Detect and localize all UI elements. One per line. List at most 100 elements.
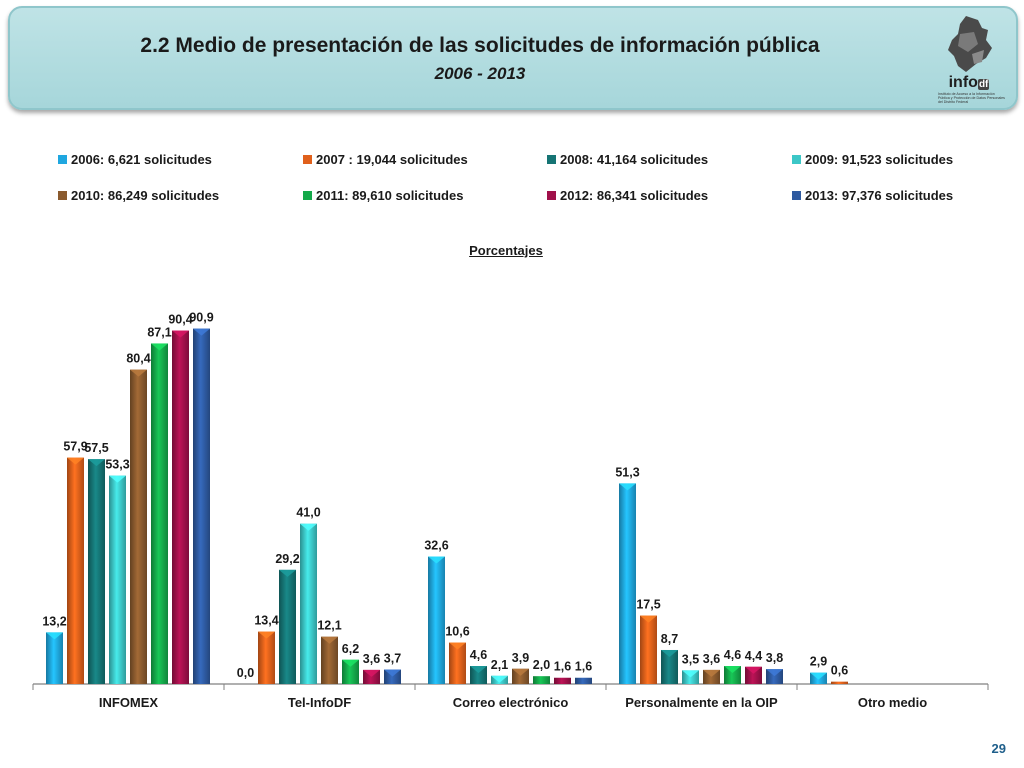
bar <box>533 676 550 684</box>
bar <box>428 556 445 684</box>
data-label: 4,6 <box>470 648 487 662</box>
legend-item: 2013: 97,376 solicitudes <box>792 188 953 203</box>
bar-cap <box>342 659 359 667</box>
bar-cap <box>279 569 296 577</box>
data-label: 3,7 <box>384 652 401 666</box>
x-tick-label: Correo electrónico <box>453 695 569 710</box>
bar-cap <box>151 343 168 351</box>
legend-swatch <box>303 191 312 200</box>
data-label: 4,6 <box>724 648 741 662</box>
bar <box>88 459 105 684</box>
legend-item: 2011: 89,610 solicitudes <box>303 188 463 203</box>
bar <box>172 330 189 684</box>
bar-cap <box>363 669 380 677</box>
data-label: 13,4 <box>254 614 278 628</box>
page-number: 29 <box>991 741 1006 756</box>
logo-tagline: Instituto de Acceso a la Información Púb… <box>938 92 1005 104</box>
data-label: 17,5 <box>636 598 660 612</box>
bar-cap <box>428 556 445 564</box>
data-label: 2,9 <box>810 655 827 669</box>
legend-label: 2010: 86,249 solicitudes <box>71 188 220 203</box>
chart-title: Porcentajes <box>469 243 543 258</box>
legend-label: 2007 : 19,044 solicitudes <box>316 152 468 167</box>
bar <box>342 659 359 684</box>
bar-cap <box>810 672 827 680</box>
legend-label: 2009: 91,523 solicitudes <box>805 152 954 167</box>
bar-cap <box>682 670 699 678</box>
bar-cap <box>724 666 741 674</box>
data-label: 90,4 <box>168 313 192 327</box>
map-silhouette-icon <box>948 16 992 72</box>
bar <box>724 666 741 684</box>
bar-cap <box>661 649 678 657</box>
bar <box>258 631 275 684</box>
page-title: 2.2 Medio de presentación de las solicit… <box>140 34 820 57</box>
bar-cap <box>449 642 466 650</box>
bar <box>554 677 571 684</box>
bar-cap <box>384 669 401 677</box>
data-label: 10,6 <box>445 625 469 639</box>
bar-cap <box>766 669 783 677</box>
data-label: 3,6 <box>363 652 380 666</box>
data-label: 87,1 <box>147 325 171 339</box>
data-label: 53,3 <box>105 458 129 472</box>
data-label: 32,6 <box>424 539 448 553</box>
x-tick-label: Otro medio <box>858 695 927 710</box>
legend-item: 2008: 41,164 solicitudes <box>547 152 708 167</box>
bar-cap <box>109 475 126 483</box>
bar-cap <box>67 457 84 465</box>
bar-cap <box>258 631 275 639</box>
bar-cap <box>321 636 338 644</box>
bar <box>130 369 147 684</box>
bar <box>512 668 529 684</box>
x-tick-label: INFOMEX <box>99 695 159 710</box>
legend-swatch <box>792 155 801 164</box>
bar <box>831 681 848 684</box>
data-label: 90,9 <box>189 311 213 325</box>
bar-cap <box>512 668 529 676</box>
legend-label: 2008: 41,164 solicitudes <box>560 152 709 167</box>
legend-item: 2012: 86,341 solicitudes <box>547 188 708 203</box>
legend-swatch <box>792 191 801 200</box>
bar <box>300 523 317 684</box>
data-label: 6,2 <box>342 642 359 656</box>
data-label: 13,2 <box>42 614 66 628</box>
bar <box>193 328 210 684</box>
data-label: 2,0 <box>533 658 550 672</box>
x-tick-label: Tel-InfoDF <box>288 695 351 710</box>
data-label: 0,0 <box>237 666 254 680</box>
bar <box>703 669 720 684</box>
data-label: 4,4 <box>745 649 762 663</box>
logo-wordmark: infodf <box>948 74 990 91</box>
legend-item: 2010: 86,249 solicitudes <box>58 188 219 203</box>
bar-cap <box>193 328 210 336</box>
bar <box>766 669 783 684</box>
bar-cap <box>470 666 487 674</box>
data-label: 80,4 <box>126 352 150 366</box>
bar <box>384 669 401 684</box>
bar-cap <box>640 615 657 623</box>
legend-swatch <box>547 155 556 164</box>
data-label: 29,2 <box>275 552 299 566</box>
bar-cap <box>88 459 105 467</box>
page-subtitle: 2006 - 2013 <box>434 64 526 83</box>
bar <box>321 636 338 684</box>
data-label: 41,0 <box>296 506 320 520</box>
bar-cap <box>300 523 317 531</box>
bar <box>745 666 762 684</box>
legend-swatch <box>303 155 312 164</box>
data-label: 1,6 <box>554 660 571 674</box>
data-label: 8,7 <box>661 632 678 646</box>
legend-swatch <box>547 191 556 200</box>
bar <box>640 615 657 684</box>
data-label: 3,5 <box>682 652 699 666</box>
data-label: 0,6 <box>831 664 848 678</box>
bar <box>46 632 63 684</box>
bar <box>109 475 126 684</box>
bar-cap <box>619 483 636 491</box>
data-label: 12,1 <box>317 619 341 633</box>
bar-cap <box>130 369 147 377</box>
bar <box>449 642 466 684</box>
data-label: 51,3 <box>615 465 639 479</box>
